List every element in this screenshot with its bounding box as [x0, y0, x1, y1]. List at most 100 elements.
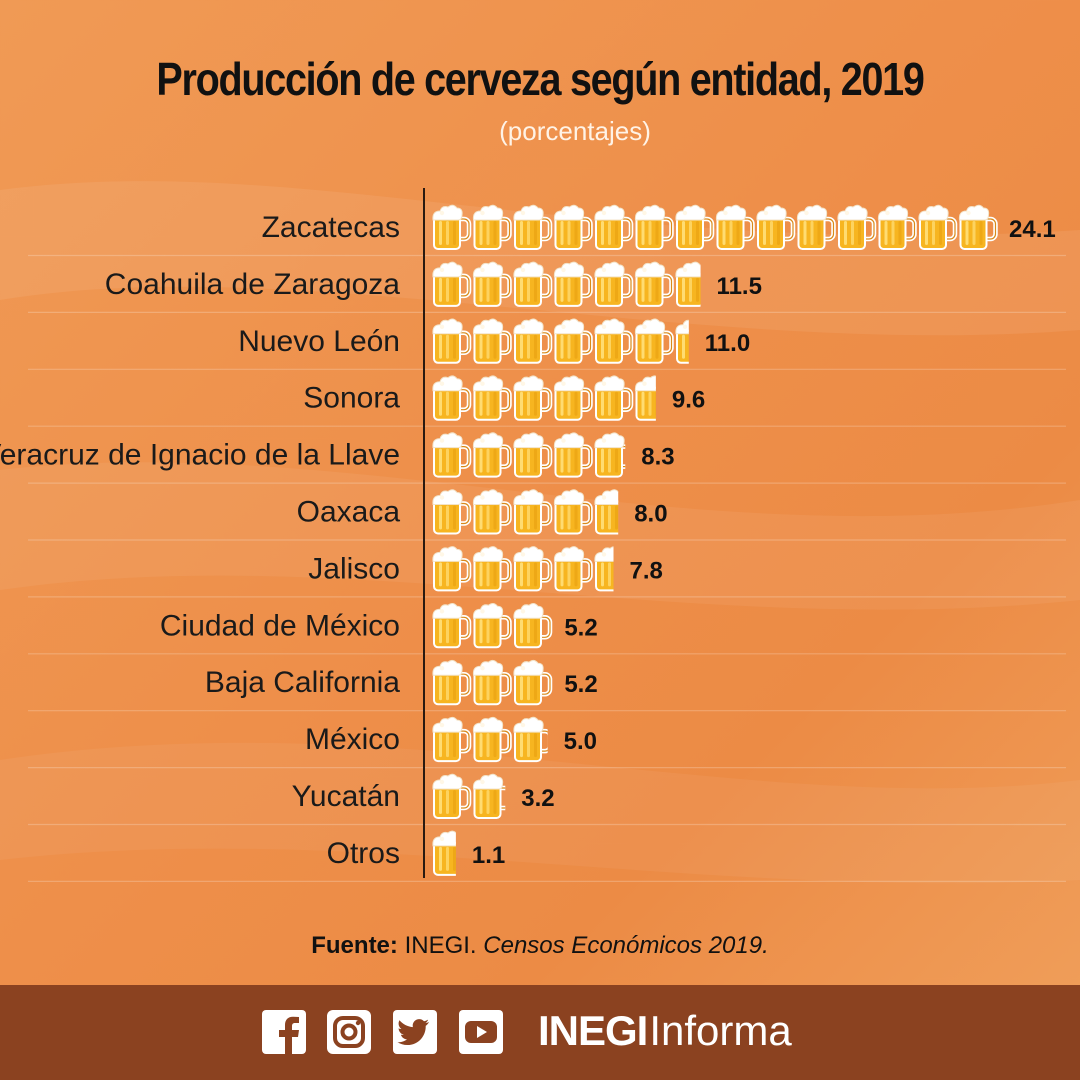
bar-row: Oaxaca 8.0: [28, 489, 1066, 541]
bar-row: Sonora 9.6: [28, 375, 1066, 427]
inegi-informa-logo[interactable]: INEGIInforma: [538, 1006, 792, 1056]
youtube-icon[interactable]: [459, 1010, 503, 1054]
category-label: Baja California: [205, 666, 400, 699]
brand-informa: Informa: [649, 1007, 792, 1054]
beer-mug-icon: [958, 204, 998, 250]
data-label: 24.1: [1009, 216, 1056, 243]
beer-mug-icon: [513, 261, 553, 307]
beer-mug-icon: [553, 432, 593, 478]
instagram-icon[interactable]: [327, 1010, 371, 1054]
beer-mug-icon: [594, 318, 634, 364]
bar-row: Jalisco 7.8: [28, 546, 1066, 598]
bar: [432, 716, 548, 763]
bar: [432, 318, 689, 364]
bar-row: Zacatecas 24.1: [28, 204, 1066, 257]
category-label: Veracruz de Ignacio de la Llave: [0, 439, 400, 472]
data-label: 8.3: [641, 444, 674, 471]
beer-mug-icon: [432, 546, 472, 592]
category-label: Jalisco: [308, 552, 400, 585]
beer-mug-icon: [594, 489, 619, 535]
beer-mug-icon: [594, 546, 614, 592]
beer-mug-icon: [472, 603, 512, 649]
beer-mug-icon: [432, 432, 472, 478]
beer-mug-icon: [513, 432, 553, 478]
bar-row: Nuevo León 11.0: [28, 318, 1066, 370]
bar: [432, 489, 619, 535]
beer-mug-icon: [432, 375, 472, 421]
source-label: Fuente:: [311, 932, 398, 959]
beer-mug-icon: [432, 716, 472, 763]
category-label: Oaxaca: [297, 496, 401, 529]
beer-mug-icon: [553, 489, 593, 535]
source-note: Fuente: INEGI. Censos Económicos 2019.: [0, 932, 1080, 960]
beer-mug-icon: [472, 546, 512, 592]
beer-mug-icon: [756, 204, 796, 250]
beer-mug-icon: [553, 318, 593, 364]
beer-mug-icon: [432, 489, 472, 535]
beer-mug-icon: [877, 204, 917, 250]
beer-mug-icon: [513, 546, 553, 592]
beer-mug-icon: [432, 603, 472, 649]
beer-mug-icon: [513, 489, 553, 535]
beer-mug-icon: [634, 318, 674, 364]
chart-rows: Zacatecas 24.1 Coahuila de Zaragoza 11.5 Nue…: [0, 204, 1066, 883]
beer-mug-icon: [513, 659, 553, 706]
category-label: Coahuila de Zaragoza: [105, 268, 401, 301]
beer-mug-icon: [432, 773, 472, 819]
data-label: 8.0: [634, 501, 667, 528]
beer-mug-icon: [513, 375, 553, 421]
data-label: 5.2: [564, 614, 597, 641]
beer-mug-icon: [472, 489, 512, 535]
data-label: 7.8: [630, 557, 663, 584]
beer-mug-icon: [472, 204, 512, 250]
beer-mug-icon: [553, 546, 593, 592]
beer-mug-icon: [675, 204, 715, 250]
beer-mug-icon: [472, 659, 512, 706]
beer-mug-icon: [675, 261, 701, 307]
bar-row: Coahuila de Zaragoza 11.5: [28, 261, 1066, 313]
beer-mug-icon: [594, 432, 626, 478]
chart-subtitle: (porcentajes): [499, 116, 651, 146]
source-org: INEGI.: [397, 932, 484, 959]
bar: [432, 546, 614, 592]
category-label: Zacatecas: [262, 211, 400, 244]
data-label: 5.0: [564, 728, 597, 755]
bar-row: Ciudad de México 5.2: [28, 603, 1066, 655]
beer-mug-icon: [594, 204, 634, 250]
twitter-icon[interactable]: [393, 1010, 437, 1054]
category-label: Yucatán: [292, 780, 400, 813]
data-label: 9.6: [672, 387, 705, 414]
data-label: 5.2: [564, 671, 597, 698]
category-label: Sonora: [303, 382, 400, 415]
category-label: Ciudad de México: [160, 609, 400, 642]
footer-bar: [0, 985, 1080, 1080]
beer-mug-icon: [472, 432, 512, 478]
beer-mug-icon: [634, 375, 656, 421]
beer-mug-icon: [553, 375, 593, 421]
beer-mug-icon: [715, 204, 755, 250]
beer-mug-icon: [432, 830, 456, 876]
bar-row: Otros 1.1: [28, 830, 1066, 883]
category-label: Otros: [327, 837, 400, 870]
beer-mug-icon: [513, 716, 548, 763]
beer-mug-icon: [796, 204, 836, 250]
bar-row: Baja California 5.2: [28, 659, 1066, 712]
beer-mug-icon: [513, 204, 553, 250]
beer-mug-icon: [513, 318, 553, 364]
beer-mug-icon: [432, 261, 472, 307]
data-label: 11.5: [717, 273, 762, 300]
data-label: 11.0: [705, 330, 750, 357]
beer-mug-icon: [634, 261, 674, 307]
beer-mug-icon: [634, 204, 674, 250]
chart-title: Producción de cerveza según entidad, 201…: [156, 53, 924, 105]
beer-mug-icon: [553, 261, 593, 307]
beer-mug-icon: [432, 318, 472, 364]
facebook-icon[interactable]: [262, 1010, 306, 1054]
beer-mug-icon: [472, 716, 512, 763]
beer-mug-icon: [918, 204, 958, 250]
bar: [432, 773, 506, 819]
category-label: Nuevo León: [238, 325, 400, 358]
bar: [432, 603, 553, 649]
beer-mug-icon: [837, 204, 877, 250]
bar-row: Veracruz de Ignacio de la Llave 8.3: [0, 432, 1066, 484]
